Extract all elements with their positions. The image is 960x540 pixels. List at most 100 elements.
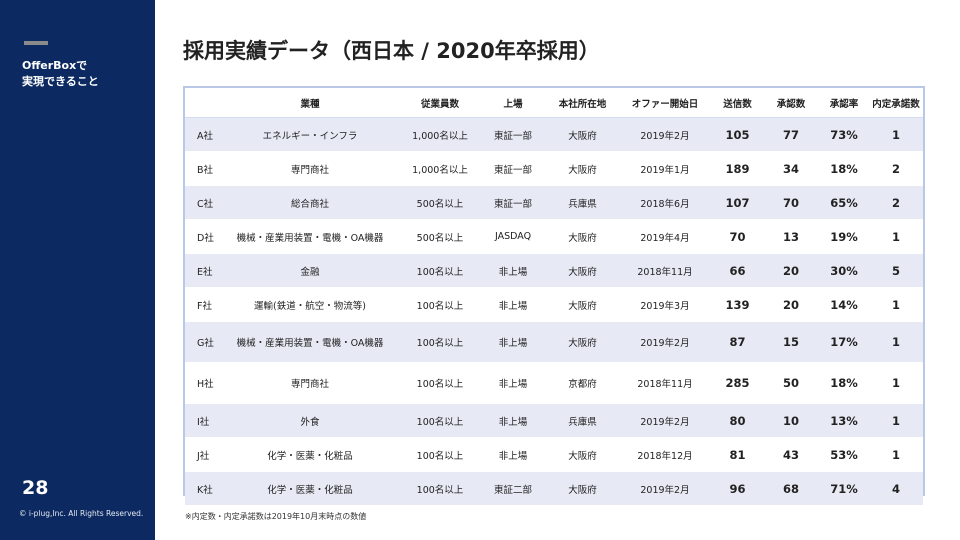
- cell-approval-rate: 53%: [819, 437, 869, 472]
- cell-employees: 100名以上: [401, 403, 479, 438]
- cell-company: J社: [185, 437, 219, 472]
- cell-listing: 非上場: [479, 287, 547, 322]
- cell-approved-count: 68: [763, 471, 819, 506]
- cell-approved-count: 13: [763, 219, 819, 254]
- cell-offer-start: 2019年2月: [618, 117, 712, 152]
- cell-industry: 運輸(鉄道・航空・物流等): [219, 287, 401, 322]
- cell-acceptance-count: 1: [869, 117, 923, 152]
- cell-approved-count: 20: [763, 287, 819, 322]
- cell-company: E社: [185, 253, 219, 288]
- cell-industry: 化学・医薬・化粧品: [219, 437, 401, 472]
- cell-company: H社: [185, 362, 219, 404]
- cell-industry: 専門商社: [219, 151, 401, 186]
- cell-listing: JASDAQ: [479, 219, 547, 254]
- table-row: I社 外食 100名以上 非上場 兵庫県 2019年2月 80 10 13% 1: [185, 403, 923, 438]
- results-table-frame: 業種 従業員数 上場 本社所在地 オファー開始日 送信数 承認数 承認率 内定承諾数 A社 エネル…: [183, 86, 925, 506]
- column-header-listing: 上場: [479, 88, 547, 118]
- sidebar-accent-bar: [24, 41, 48, 45]
- cell-offer-start: 2018年6月: [618, 185, 712, 220]
- copyright: © i-plug,Inc. All Rights Reserved.: [19, 509, 144, 518]
- cell-industry: 化学・医薬・化粧品: [219, 471, 401, 506]
- sidebar-label: OfferBoxで 実現できること: [22, 59, 99, 88]
- column-header-approval-rate: 承認率: [819, 88, 869, 118]
- column-header-acceptance-count: 内定承諾数: [869, 88, 923, 118]
- cell-industry: 専門商社: [219, 362, 401, 404]
- cell-industry: 機械・産業用装置・電機・OA機器: [219, 219, 401, 254]
- cell-employees: 100名以上: [401, 437, 479, 472]
- cell-approval-rate: 17%: [819, 321, 869, 363]
- column-header-industry: 業種: [219, 88, 401, 118]
- cell-approved-count: 70: [763, 185, 819, 220]
- cell-acceptance-count: 1: [869, 287, 923, 322]
- cell-approval-rate: 73%: [819, 117, 869, 152]
- table-row: E社 金融 100名以上 非上場 大阪府 2018年11月 66 20 30% 5: [185, 253, 923, 288]
- cell-listing: 東証一部: [479, 185, 547, 220]
- cell-approved-count: 34: [763, 151, 819, 186]
- cell-listing: 東証二部: [479, 471, 547, 506]
- table-row: A社 エネルギー・インフラ 1,000名以上 東証一部 大阪府 2019年2月 105 77 7…: [185, 117, 923, 152]
- cell-headquarters: 大阪府: [547, 151, 618, 186]
- cell-sent-count: 189: [712, 151, 763, 186]
- cell-sent-count: 66: [712, 253, 763, 288]
- cell-employees: 500名以上: [401, 185, 479, 220]
- footnote: ※内定数・内定承諾数は2019年10月末時点の数値: [185, 512, 367, 521]
- cell-company: D社: [185, 219, 219, 254]
- cell-industry: 総合商社: [219, 185, 401, 220]
- cell-sent-count: 70: [712, 219, 763, 254]
- table-row: F社 運輸(鉄道・航空・物流等) 100名以上 非上場 大阪府 2019年3月 139 20 1…: [185, 287, 923, 322]
- cell-company: B社: [185, 151, 219, 186]
- cell-offer-start: 2018年12月: [618, 437, 712, 472]
- page-number: 28: [22, 477, 49, 499]
- cell-employees: 100名以上: [401, 321, 479, 363]
- table-row: K社 化学・医薬・化粧品 100名以上 東証二部 大阪府 2019年2月 96 68 71% 4: [185, 471, 923, 506]
- cell-acceptance-count: 2: [869, 185, 923, 220]
- cell-company: I社: [185, 403, 219, 438]
- results-table: 業種 従業員数 上場 本社所在地 オファー開始日 送信数 承認数 承認率 内定承諾数 A社 エネル…: [185, 88, 923, 506]
- cell-approval-rate: 14%: [819, 287, 869, 322]
- cell-listing: 非上場: [479, 253, 547, 288]
- table-body: A社 エネルギー・インフラ 1,000名以上 東証一部 大阪府 2019年2月 105 77 7…: [185, 117, 923, 506]
- cell-listing: 東証一部: [479, 151, 547, 186]
- column-header-approved-count: 承認数: [763, 88, 819, 118]
- cell-employees: 1,000名以上: [401, 117, 479, 152]
- cell-headquarters: 大阪府: [547, 437, 618, 472]
- cell-headquarters: 大阪府: [547, 117, 618, 152]
- cell-headquarters: 大阪府: [547, 321, 618, 363]
- cell-approved-count: 20: [763, 253, 819, 288]
- cell-sent-count: 80: [712, 403, 763, 438]
- cell-approval-rate: 13%: [819, 403, 869, 438]
- cell-company: C社: [185, 185, 219, 220]
- column-header-offer-start: オファー開始日: [618, 88, 712, 118]
- cell-acceptance-count: 4: [869, 471, 923, 506]
- cell-acceptance-count: 1: [869, 362, 923, 404]
- cell-approved-count: 50: [763, 362, 819, 404]
- column-header-employees: 従業員数: [401, 88, 479, 118]
- cell-acceptance-count: 5: [869, 253, 923, 288]
- cell-approval-rate: 18%: [819, 151, 869, 186]
- cell-sent-count: 139: [712, 287, 763, 322]
- cell-headquarters: 京都府: [547, 362, 618, 404]
- cell-approval-rate: 71%: [819, 471, 869, 506]
- page-title: 採用実績データ（西日本 / 2020年卒採用）: [183, 39, 600, 63]
- cell-acceptance-count: 1: [869, 321, 923, 363]
- cell-acceptance-count: 2: [869, 151, 923, 186]
- cell-employees: 1,000名以上: [401, 151, 479, 186]
- cell-approved-count: 43: [763, 437, 819, 472]
- cell-approval-rate: 19%: [819, 219, 869, 254]
- cell-offer-start: 2018年11月: [618, 362, 712, 404]
- table-row: G社 機械・産業用装置・電機・OA機器 100名以上 非上場 大阪府 2019年2月 87 1…: [185, 321, 923, 363]
- column-header-company: [185, 88, 219, 118]
- cell-industry: 金融: [219, 253, 401, 288]
- cell-listing: 東証一部: [479, 117, 547, 152]
- cell-headquarters: 大阪府: [547, 287, 618, 322]
- cell-employees: 100名以上: [401, 471, 479, 506]
- cell-headquarters: 大阪府: [547, 253, 618, 288]
- cell-sent-count: 96: [712, 471, 763, 506]
- cell-approved-count: 77: [763, 117, 819, 152]
- sidebar: OfferBoxで 実現できること 28 © i-plug,Inc. All R…: [0, 0, 155, 540]
- cell-headquarters: 兵庫県: [547, 185, 618, 220]
- cell-offer-start: 2019年2月: [618, 403, 712, 438]
- cell-company: A社: [185, 117, 219, 152]
- cell-approval-rate: 65%: [819, 185, 869, 220]
- table-row: J社 化学・医薬・化粧品 100名以上 非上場 大阪府 2018年12月 81 43 53% 1: [185, 437, 923, 472]
